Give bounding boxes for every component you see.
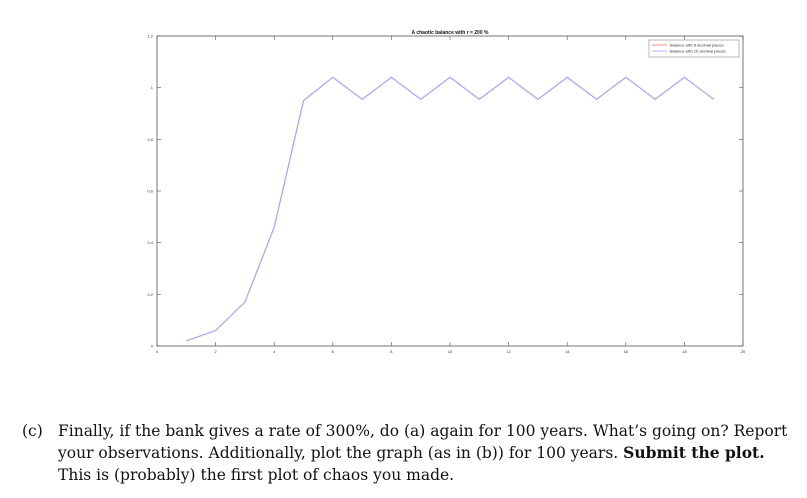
question-line-1: Finally, if the bank gives a rate of 300… [58,422,788,440]
question-emphasis: Submit the plot. [623,443,765,462]
x-tick-label: 6 [332,349,335,354]
x-tick-label: 20 [741,349,746,354]
x-tick-label: 2 [214,349,217,354]
series-line-2 [186,76,715,342]
plot-area [156,35,744,347]
legend-label: Balance with 8 decimal places [670,42,724,47]
chart-title: A chaotic balance with r = 200 % [412,30,489,36]
y-tick-label: 0.8 [147,137,153,142]
x-tick-label: 12 [506,349,511,354]
series-layer [186,76,715,342]
y-tick-label: 0.4 [147,240,153,245]
question-line-3: This is (probably) the first plot of cha… [58,466,455,484]
legend-label: Balance with 10 decimal places [670,48,726,53]
chart: 0 2 4 6 8 10 12 14 16 18 20 0 0.2 0.4 0.6 0.8 1 1.2 A cha… [147,30,746,355]
y-tick-label: 1.2 [147,34,153,39]
y-tick-label: 0.6 [147,189,153,194]
question-label: (c) [22,422,43,440]
x-tick-label: 8 [390,349,393,354]
x-tick-label: 10 [448,349,453,354]
x-tick-label: 16 [624,349,629,354]
question-line-2: your observations. Additionally, plot th… [58,444,619,462]
series-line-1 [186,76,715,342]
y-tick-label: 0.2 [147,292,153,297]
x-tick-label: 18 [682,349,687,354]
axis-ticks: 0 2 4 6 8 10 12 14 16 18 20 0 0.2 0.4 0.6 0.8 1 1.2 [147,34,746,355]
x-tick-label: 14 [565,349,570,354]
x-tick-label: 0 [156,349,159,354]
y-tick-label: 0 [151,344,154,349]
question-c: (c) Finally, if the bank gives a rate of… [22,420,802,486]
y-tick-label: 1 [151,85,154,90]
x-tick-label: 4 [273,349,276,354]
legend-box [648,39,740,58]
